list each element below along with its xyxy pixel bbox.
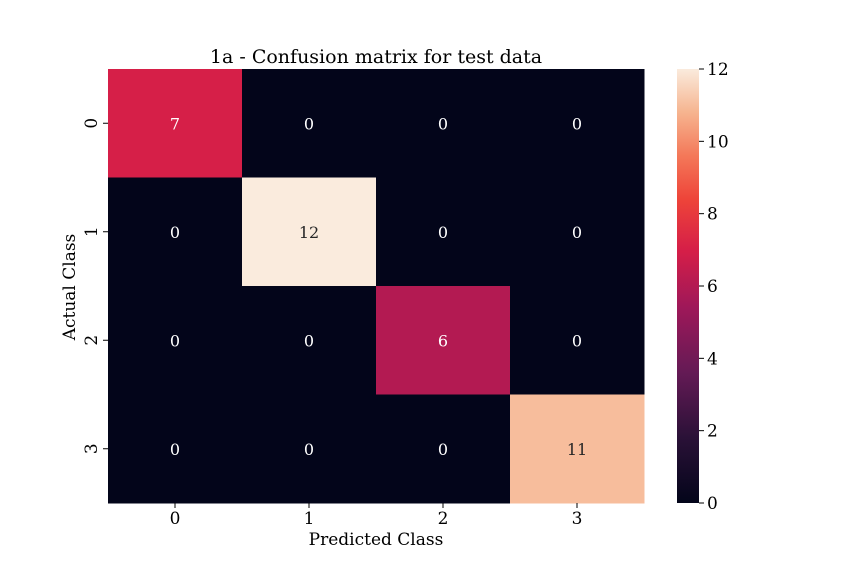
cell-value-label: 0 bbox=[438, 223, 448, 242]
cell-value-label: 0 bbox=[170, 331, 180, 350]
cell-value-label: 0 bbox=[438, 114, 448, 133]
colorbar-tick-label: 12 bbox=[707, 60, 729, 80]
heatmap-cell bbox=[376, 394, 511, 504]
chart-title: 1a - Confusion matrix for test data bbox=[210, 46, 542, 68]
y-tick-label: 0 bbox=[82, 118, 102, 129]
colorbar-tick-label: 4 bbox=[707, 349, 718, 369]
heatmap-cell bbox=[242, 286, 377, 395]
heatmap-cell bbox=[376, 69, 511, 178]
cell-value-label: 0 bbox=[572, 331, 582, 350]
colorbar-gradient bbox=[677, 69, 699, 503]
x-tick-label: 3 bbox=[572, 509, 583, 529]
cell-value-label: 0 bbox=[438, 440, 448, 459]
cell-value-label: 6 bbox=[438, 331, 448, 350]
x-tick-label: 1 bbox=[304, 509, 315, 529]
cell-value-label: 0 bbox=[572, 114, 582, 133]
heatmap-cell bbox=[108, 177, 243, 287]
heatmap-cell bbox=[108, 394, 243, 504]
heatmap-cell bbox=[108, 69, 243, 178]
heatmap-cell bbox=[108, 286, 243, 395]
heatmap-cells: 7 0 0 0 0 12 0 0 0 0 6 0 0 0 0 11 bbox=[108, 69, 645, 504]
colorbar-tick-label: 0 bbox=[707, 494, 718, 514]
heatmap-cell bbox=[510, 177, 645, 287]
colorbar-tick-label: 10 bbox=[707, 132, 729, 152]
colorbar: 0 2 4 6 8 10 12 bbox=[677, 60, 729, 514]
heatmap-cell bbox=[242, 177, 377, 287]
y-axis-label: Actual Class bbox=[60, 234, 80, 342]
colorbar-tick-label: 6 bbox=[707, 277, 718, 297]
heatmap-cell bbox=[242, 394, 377, 504]
cell-value-label: 11 bbox=[567, 440, 587, 459]
x-axis: 0 1 2 3 bbox=[170, 503, 583, 529]
cell-value-label: 7 bbox=[170, 114, 180, 133]
colorbar-tick-label: 8 bbox=[707, 205, 718, 225]
x-axis-label: Predicted Class bbox=[309, 530, 444, 550]
heatmap-cell bbox=[242, 69, 377, 178]
heatmap-cell bbox=[510, 69, 645, 178]
cell-value-label: 0 bbox=[572, 223, 582, 242]
heatmap-cell bbox=[510, 286, 645, 395]
heatmap-cell bbox=[376, 177, 511, 287]
heatmap-cell bbox=[510, 394, 645, 504]
cell-value-label: 12 bbox=[299, 223, 319, 242]
y-axis: 0 1 2 3 bbox=[82, 118, 108, 454]
y-tick-label: 1 bbox=[82, 226, 102, 237]
colorbar-tick-label: 2 bbox=[707, 422, 718, 442]
cell-value-label: 0 bbox=[170, 223, 180, 242]
x-tick-label: 0 bbox=[170, 509, 181, 529]
x-tick-label: 2 bbox=[438, 509, 449, 529]
cell-value-label: 0 bbox=[170, 440, 180, 459]
heatmap-cell bbox=[376, 286, 511, 395]
cell-value-label: 0 bbox=[304, 114, 314, 133]
cell-value-label: 0 bbox=[304, 331, 314, 350]
cell-value-label: 0 bbox=[304, 440, 314, 459]
y-tick-label: 3 bbox=[82, 443, 102, 454]
y-tick-label: 2 bbox=[82, 335, 102, 346]
